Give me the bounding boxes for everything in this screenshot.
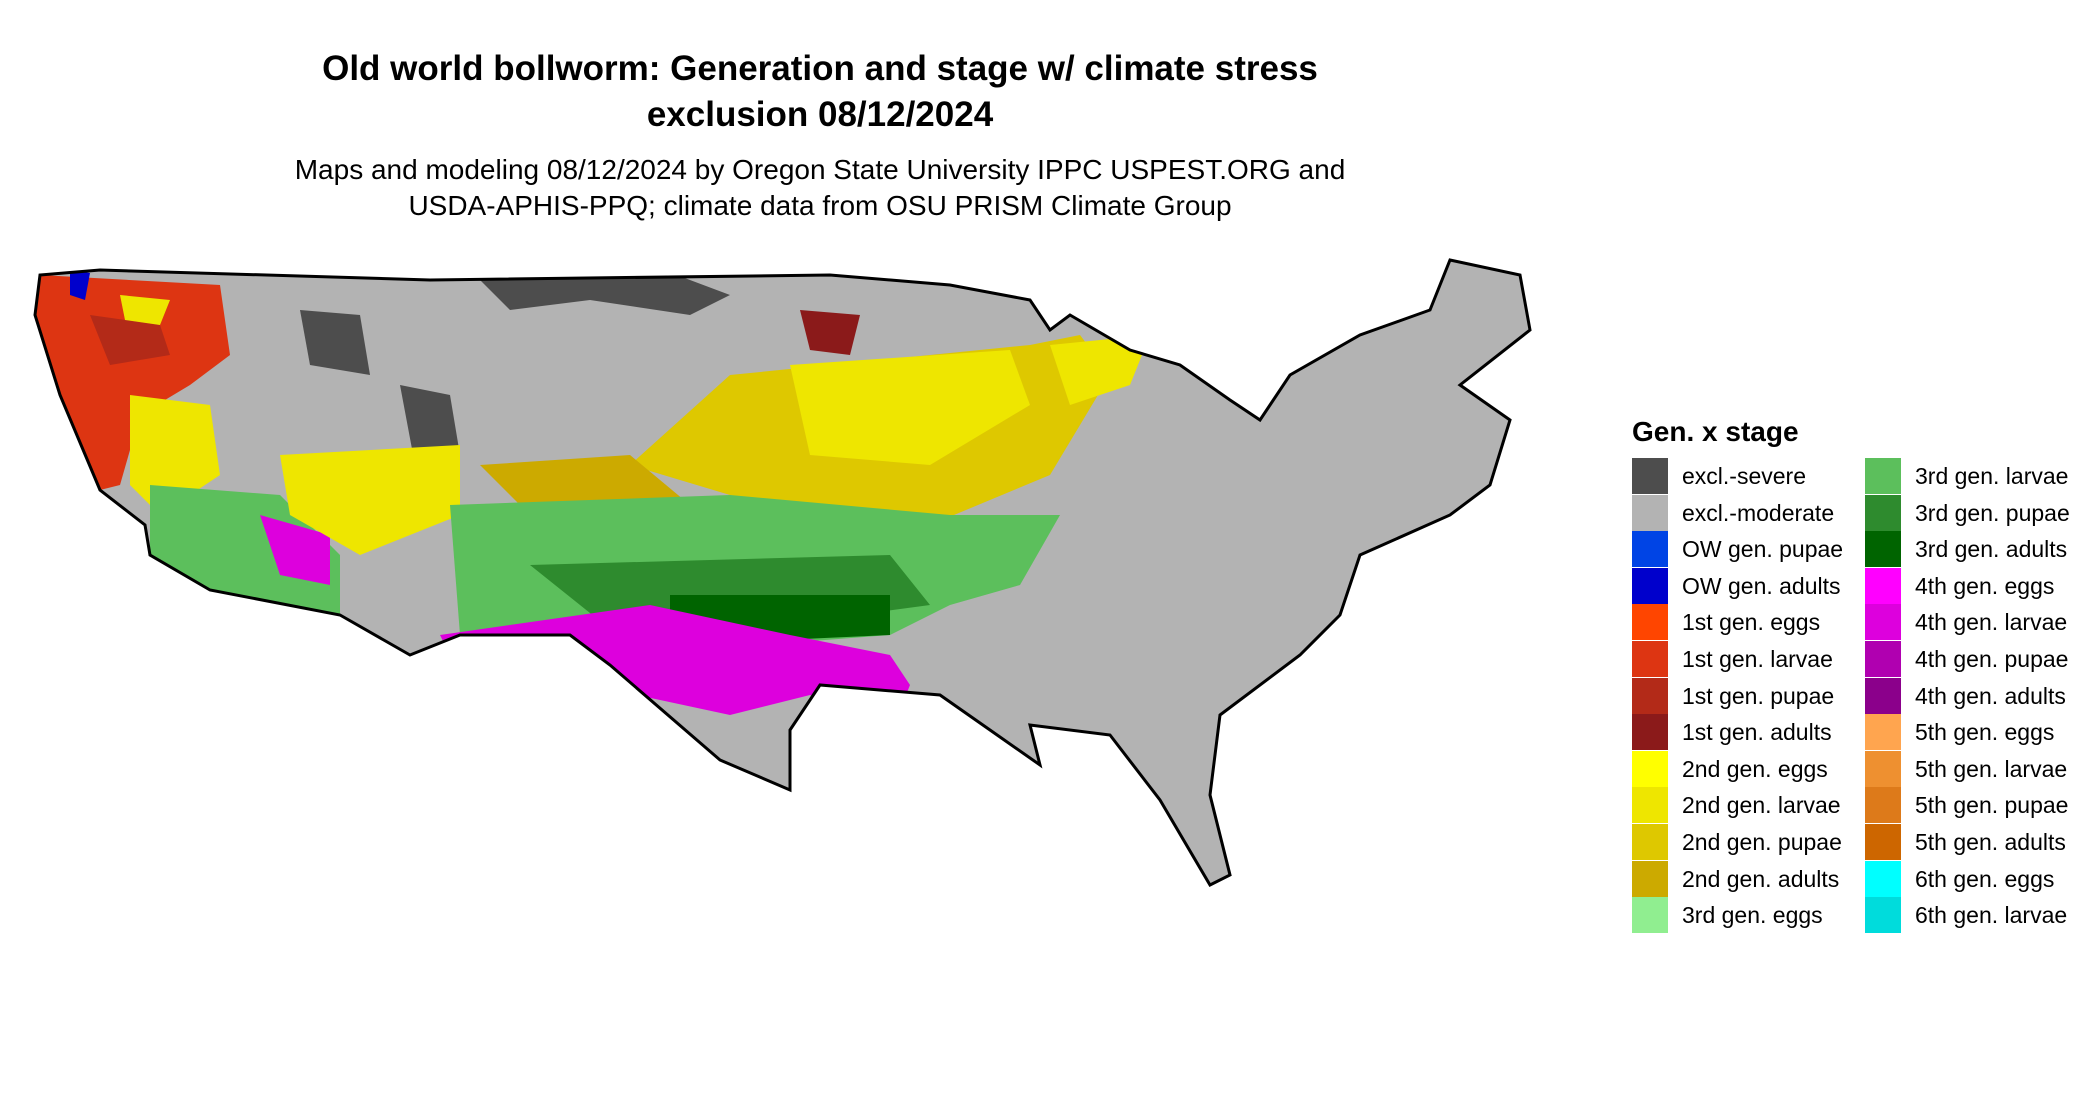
legend-label: 4th gen. pupae [1915,645,2069,672]
legend-swatch [1632,640,1668,677]
map-title-line-1: Old world bollworm: Generation and stage… [322,49,1318,88]
legend-label: 2nd gen. larvae [1682,792,1841,819]
legend-title: Gen. x stage [1632,416,1799,447]
zone-2nd-gen-larvae-sw [280,445,460,555]
zone-4th-gen-pupae-fl [870,695,910,755]
map-subtitle: Maps and modeling 08/12/2024 by Oregon S… [150,152,1490,224]
legend-label: 3rd gen. larvae [1915,463,2069,489]
legend-label: 5th gen. larvae [1915,755,2068,782]
zone-6th-gen-larvae-keys [870,810,920,830]
legend-label: excl.-moderate [1682,499,1835,526]
legend-swatch [1865,567,1901,604]
legend-swatch [1865,531,1901,568]
legend-swatch [1632,750,1668,787]
us-phenology-map [33,258,1532,887]
zone-excl-severe-co [400,385,460,465]
legend-label: 2nd gen. adults [1682,865,1840,892]
legend-swatch [1632,494,1668,531]
legend-label: 5th gen. pupae [1915,792,2069,819]
legend-label: 6th gen. eggs [1915,865,2055,892]
map-subtitle-line-2: USDA-APHIS-PPQ; climate data from OSU PR… [408,190,1232,221]
legend-label: 1st gen. adults [1682,719,1832,746]
zone-2nd-gen-larvae-ca-n [130,395,220,515]
map-title: Old world bollworm: Generation and stage… [150,46,1490,138]
legend-label: OW gen. pupae [1682,536,1844,563]
phenology-fill [35,260,1530,885]
us-outline [33,258,1532,887]
legend-swatch [1865,897,1901,934]
legend-label: 4th gen. eggs [1915,572,2055,599]
legend-swatch [1632,714,1668,751]
legend-label: 3rd gen. adults [1915,536,2068,563]
legend-swatch [1865,458,1901,494]
zone-5th-gen-larvae-fl [890,725,920,795]
map-title-line-2: exclusion 08/12/2024 [646,95,994,134]
legend-swatch [1865,860,1901,897]
map-subtitle-line-1: Maps and modeling 08/12/2024 by Oregon S… [294,154,1346,185]
legend-swatch [1865,604,1901,641]
legend-label: OW gen. adults [1682,572,1841,599]
legend-swatch [1632,897,1668,934]
legend-swatch [1865,494,1901,531]
legend-swatch [1865,714,1901,751]
legend-swatch [1632,567,1668,604]
legend-label: 1st gen. larvae [1682,645,1833,672]
legend-label: 6th gen. larvae [1915,902,2068,929]
legend-label: excl.-severe [1682,463,1806,489]
legend-swatch [1632,677,1668,714]
legend-label: 3rd gen. pupae [1915,499,2070,526]
zone-2nd-gen-larvae-ne [1050,335,1150,405]
zone-4th-gen-pupae-tx [530,665,590,725]
legend-label: 4th gen. larvae [1915,609,2068,636]
legend-swatch [1865,750,1901,787]
legend-label: 4th gen. adults [1915,682,2066,709]
zone-1st-gen-pupae-nw [90,315,170,365]
legend-swatch [1865,823,1901,860]
zone-1st-gen-larvae-nw [35,275,230,490]
zone-4th-gen-larvae-az [260,515,330,585]
zone-1st-gen-adults-mi [800,310,860,355]
legend-swatch [1632,787,1668,824]
legend-label: 5th gen. adults [1915,828,2066,855]
zone-excl-severe-wy [300,310,370,375]
legend-label: 5th gen. eggs [1915,719,2055,746]
legend-swatch [1865,677,1901,714]
legend-swatch [1632,531,1668,568]
legend-label: 2nd gen. eggs [1682,755,1828,782]
zone-5th-gen-larvae-tx [510,695,580,785]
legend-swatch [1632,458,1668,494]
legend-label: 3rd gen. eggs [1682,902,1823,929]
legend-label: 1st gen. eggs [1682,609,1821,636]
zone-ow-gen-adults [70,270,90,300]
legend-swatch [1632,860,1668,897]
zone-2nd-gen-larvae-wa [120,295,170,325]
legend-swatch [1865,640,1901,677]
legend-swatch [1632,823,1668,860]
zone-excl-severe-me [1165,275,1210,315]
legend-label: 2nd gen. pupae [1682,828,1842,855]
legend-label: 1st gen. pupae [1682,682,1835,709]
legend-swatch [1632,604,1668,641]
zone-2nd-gen-larvae-mw [790,350,1030,465]
legend-swatch [1865,787,1901,824]
